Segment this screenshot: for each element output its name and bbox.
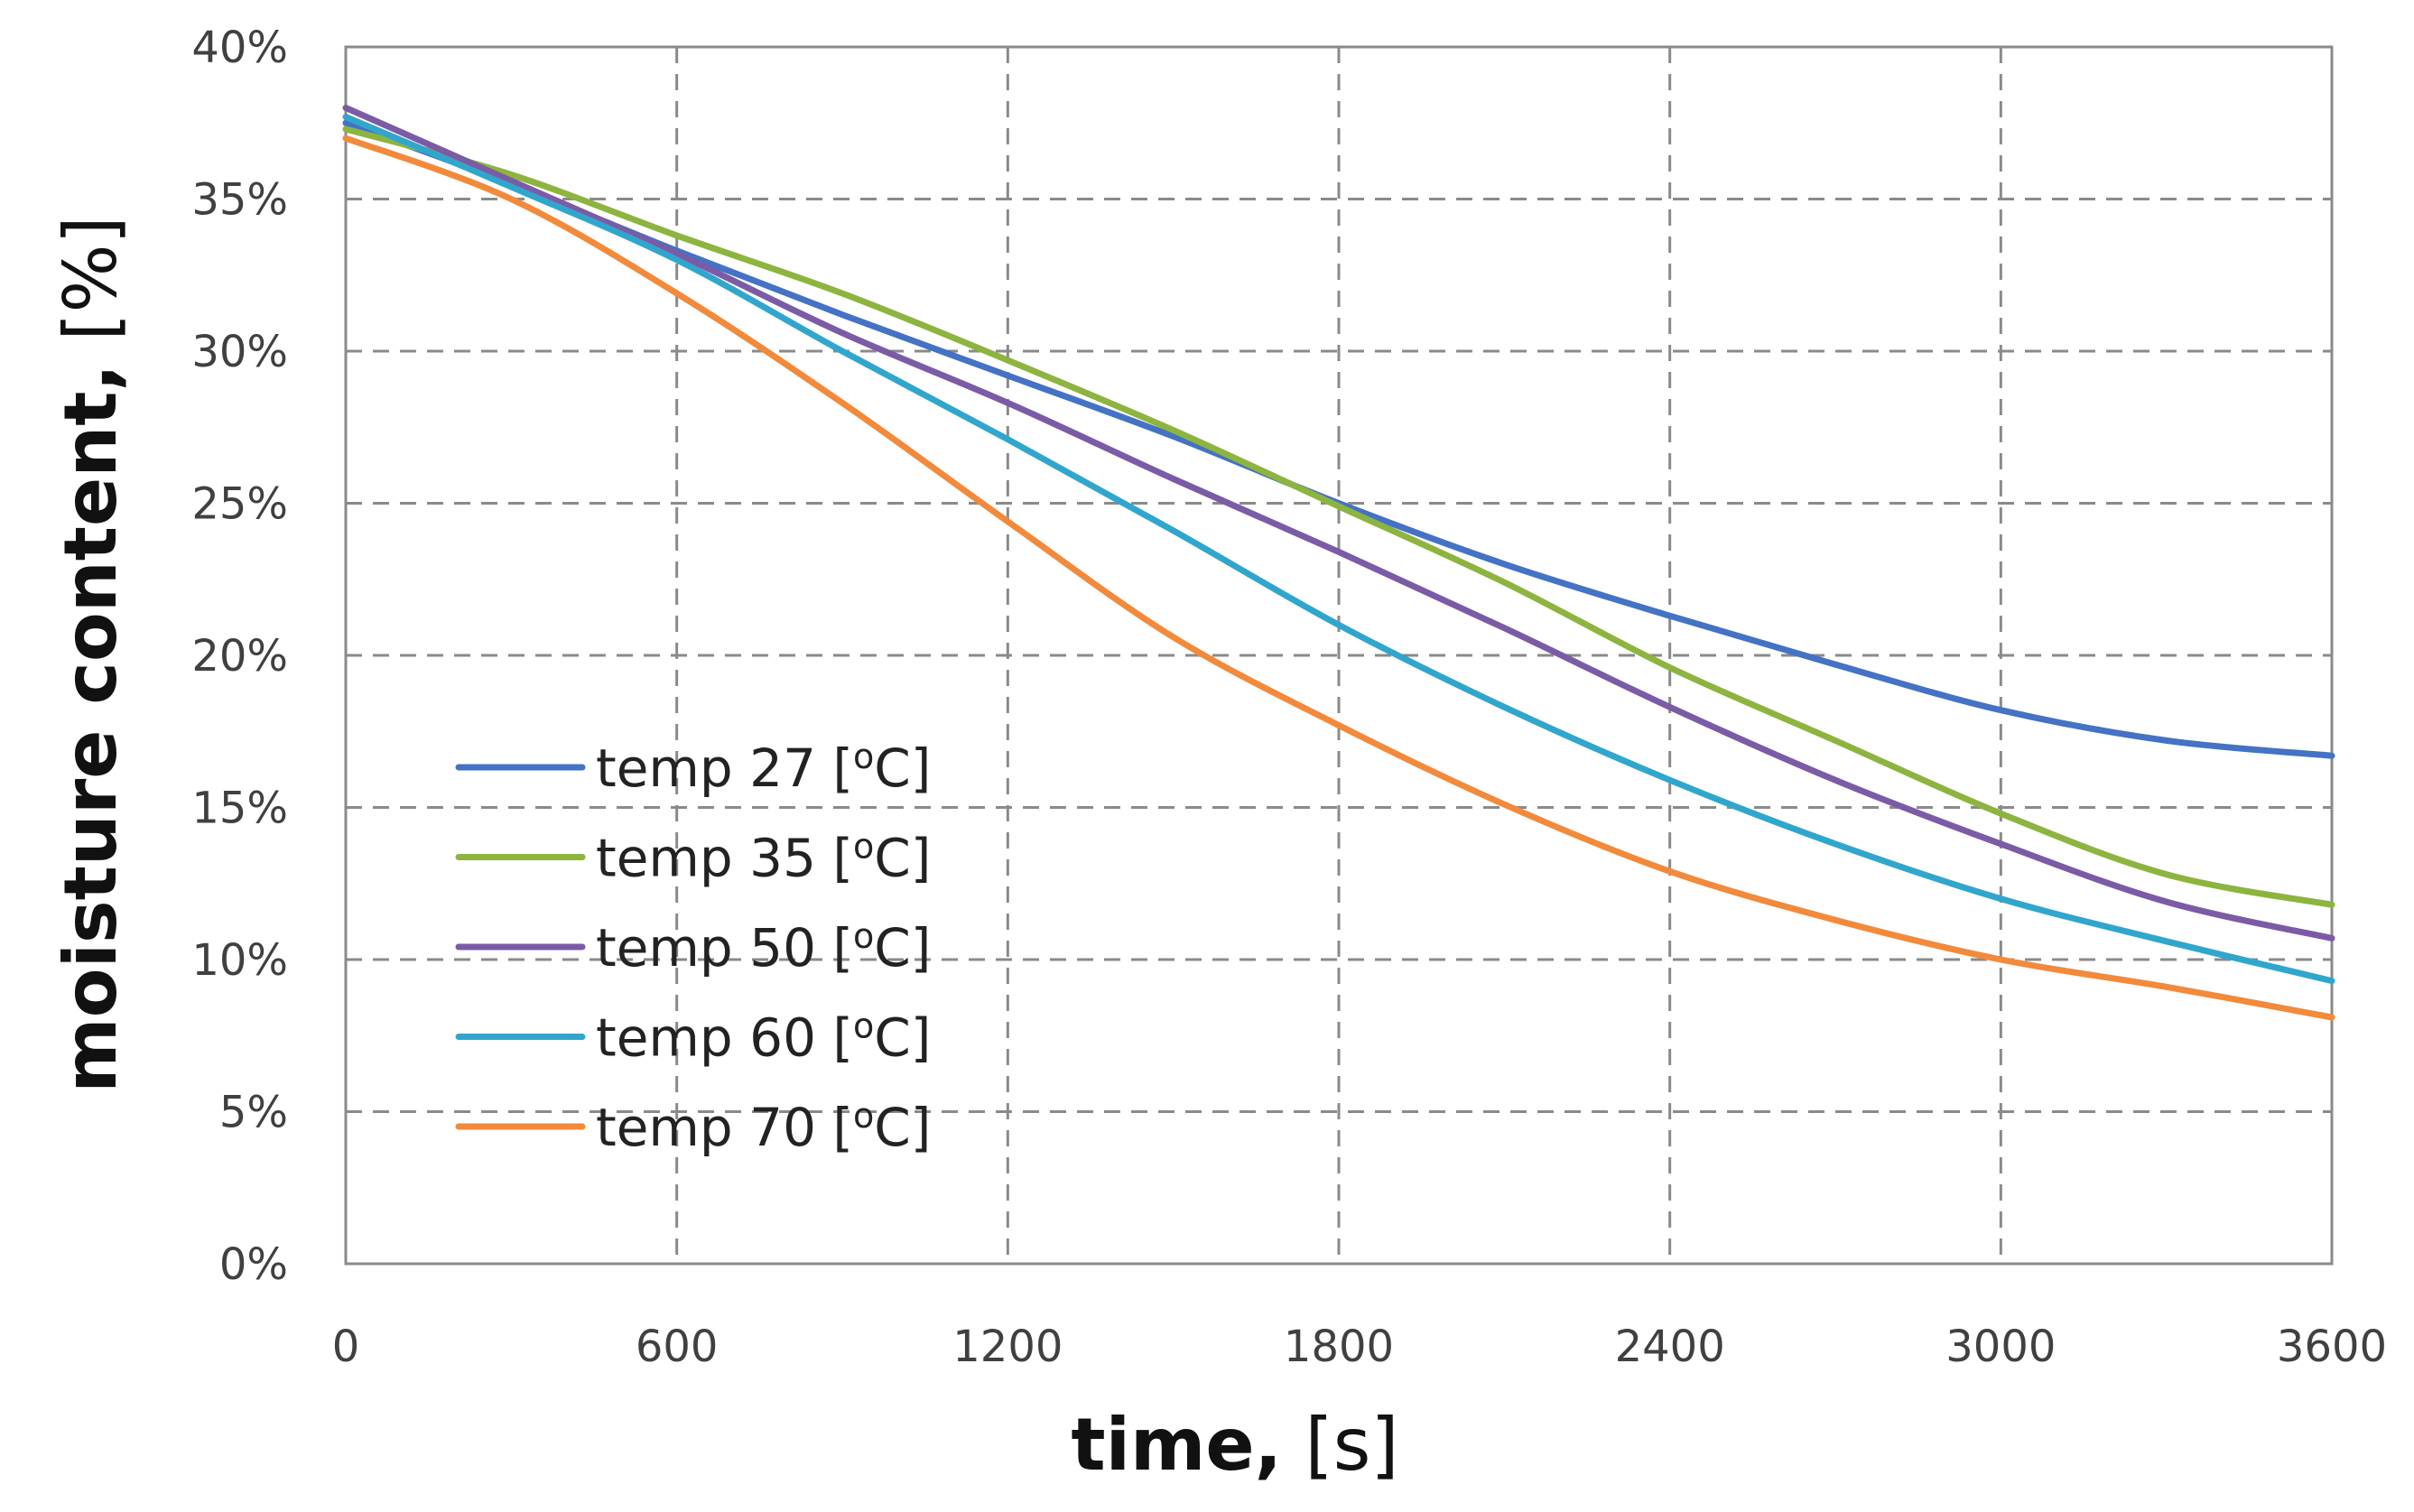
legend-label-prefix: temp 70 [ bbox=[596, 1097, 853, 1158]
x-tick-label: 600 bbox=[636, 1322, 719, 1372]
y-tick-label: 10% bbox=[191, 935, 288, 986]
legend-label-temp-35: temp 35 [oC] bbox=[596, 827, 931, 889]
y-tick-label: 15% bbox=[191, 784, 288, 834]
x-axis-title-space bbox=[1282, 1403, 1304, 1487]
y-tick-label: 0% bbox=[219, 1239, 288, 1290]
series-line-temp-60 bbox=[342, 114, 2335, 985]
y-tick-label: 5% bbox=[219, 1088, 288, 1138]
series-line-temp-50 bbox=[342, 104, 2335, 942]
x-axis-title-bold: time, bbox=[1071, 1403, 1282, 1487]
x-tick-label: 0 bbox=[332, 1322, 360, 1372]
y-tick-label: 30% bbox=[191, 327, 288, 377]
plot-area-frame bbox=[344, 45, 2334, 1266]
legend-label-degree: o bbox=[853, 1006, 874, 1046]
legend-label-prefix: temp 35 [ bbox=[596, 828, 853, 889]
series-line-temp-70 bbox=[342, 135, 2335, 1021]
legend: temp 27 [oC]temp 35 [oC]temp 50 [oC]temp… bbox=[455, 737, 931, 1158]
legend-label-unit: C] bbox=[874, 1007, 931, 1069]
y-tick-label: 35% bbox=[191, 175, 288, 226]
y-axis-title: moisture content, [%] bbox=[49, 216, 133, 1092]
x-axis-title: time, [s] bbox=[1071, 1403, 1398, 1487]
legend-label-temp-50: temp 50 [oC] bbox=[596, 916, 931, 979]
y-axis-title-space bbox=[49, 341, 133, 364]
legend-label-temp-27: temp 27 [oC] bbox=[596, 737, 931, 799]
y-axis-title-bold: moisture content, bbox=[49, 364, 133, 1093]
x-tick-label: 3600 bbox=[2277, 1322, 2387, 1372]
legend-label-degree: o bbox=[853, 916, 874, 956]
legend-label-degree: o bbox=[853, 737, 874, 776]
legend-label-temp-60: temp 60 [oC] bbox=[596, 1006, 931, 1069]
x-tick-label: 1800 bbox=[1284, 1322, 1394, 1372]
legend-label-prefix: temp 60 [ bbox=[596, 1007, 853, 1069]
y-tick-label: 40% bbox=[191, 23, 288, 73]
legend-label-unit: C] bbox=[874, 1097, 931, 1158]
legend-label-degree: o bbox=[853, 827, 874, 867]
legend-label-temp-70: temp 70 [oC] bbox=[596, 1096, 931, 1158]
x-tick-label: 1200 bbox=[952, 1322, 1063, 1372]
legend-label-prefix: temp 27 [ bbox=[596, 737, 853, 799]
y-tick-label: 20% bbox=[191, 631, 288, 682]
legend-label-degree: o bbox=[853, 1096, 874, 1136]
y-axis-title-unit: [%] bbox=[49, 216, 133, 340]
x-axis-title-unit: [s] bbox=[1305, 1403, 1399, 1487]
gridlines bbox=[346, 47, 2332, 1264]
x-axis-tick-labels: 0 600 1200 1800 2400 3000 3600 bbox=[332, 1322, 2387, 1372]
y-tick-label: 25% bbox=[191, 479, 288, 530]
x-tick-label: 2400 bbox=[1615, 1322, 1725, 1372]
x-tick-label: 3000 bbox=[1945, 1322, 2056, 1372]
legend-label-prefix: temp 50 [ bbox=[596, 917, 853, 979]
legend-label-unit: C] bbox=[874, 917, 931, 979]
series-line-temp-35 bbox=[342, 125, 2335, 908]
series-lines bbox=[342, 104, 2335, 1021]
legend-label-unit: C] bbox=[874, 828, 931, 889]
y-axis-tick-labels: 0% 5% 10% 15% 20% 25% 30% 35% 40% bbox=[191, 23, 288, 1290]
legend-label-unit: C] bbox=[874, 737, 931, 799]
